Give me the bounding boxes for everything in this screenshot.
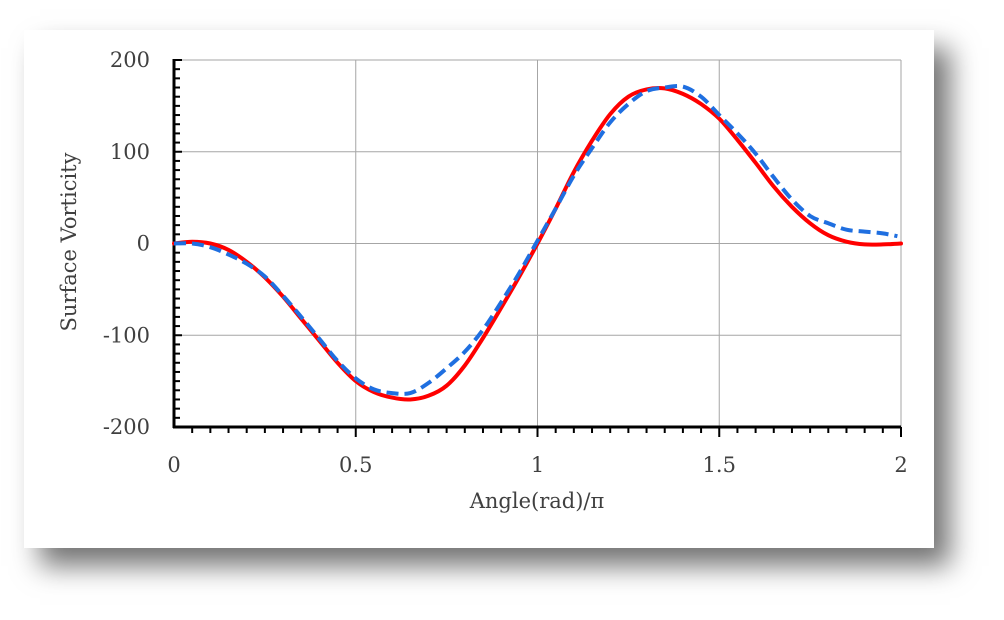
x-tick-label: 1.5: [703, 453, 736, 477]
figure-card: 0 0.5 1 1.5 2 -200 -100 0 100 200 Angle(rad)/π Su…: [24, 30, 934, 548]
y-axis-title: Surface Vorticity: [57, 152, 81, 331]
line-chart: 0 0.5 1 1.5 2 -200 -100 0 100 200 Angle(rad)/π Su…: [57, 48, 908, 513]
x-tick-label: 1: [531, 453, 544, 477]
y-tick-label: 200: [110, 48, 150, 72]
series-line-blue-dashed: [173, 84, 898, 396]
tick-labels: 0 0.5 1 1.5 2 -200 -100 0 100 200: [103, 48, 908, 477]
series-lines: [172, 84, 903, 402]
y-tick-label: 0: [137, 232, 150, 256]
x-axis-title: Angle(rad)/π: [469, 489, 605, 513]
x-tick-label: 0: [167, 453, 180, 477]
y-tick-label: -100: [103, 323, 150, 347]
x-tick-label: 0.5: [339, 453, 372, 477]
y-tick-label: 100: [110, 140, 150, 164]
y-tick-label: -200: [103, 415, 150, 439]
x-tick-label: 2: [894, 453, 907, 477]
